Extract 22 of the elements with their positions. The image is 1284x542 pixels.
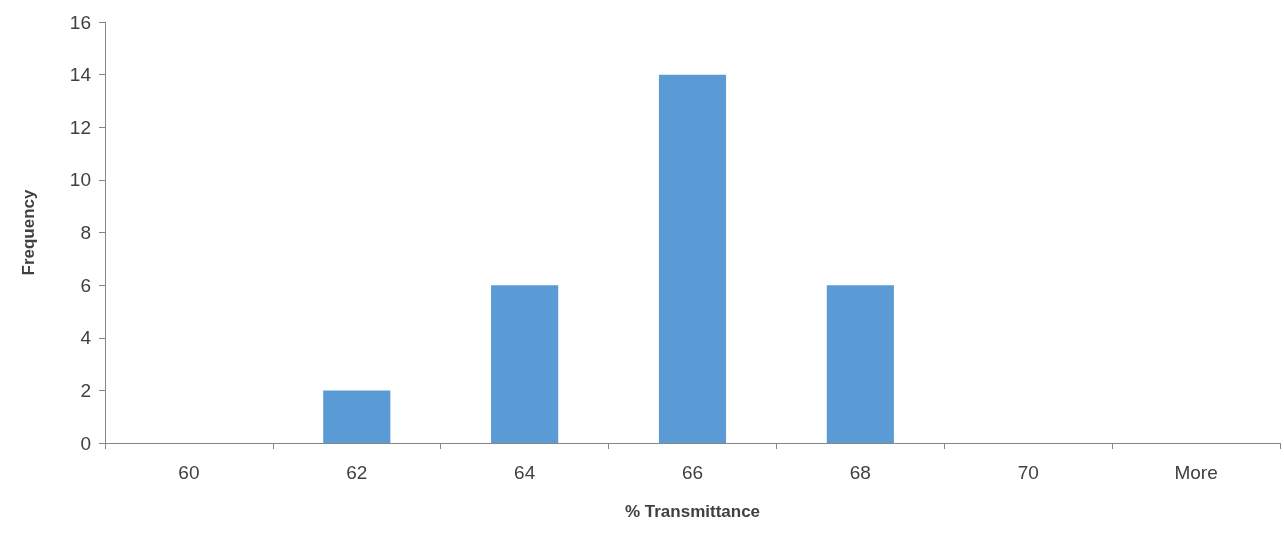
x-tick-label: More bbox=[1174, 462, 1218, 483]
y-tick-label: 0 bbox=[80, 432, 91, 454]
x-tick-label: 68 bbox=[849, 462, 871, 483]
y-tick-label: 14 bbox=[69, 64, 92, 86]
y-tick-label: 12 bbox=[69, 116, 91, 138]
bar bbox=[323, 390, 391, 443]
bar bbox=[491, 285, 559, 443]
x-tick-label: 66 bbox=[681, 462, 704, 483]
y-axis-title: Frequency bbox=[19, 188, 38, 276]
x-tick-label: 70 bbox=[1017, 462, 1039, 483]
x-tick-label: 62 bbox=[346, 462, 368, 483]
y-tick-label: 10 bbox=[69, 169, 91, 191]
bar bbox=[826, 285, 894, 443]
y-tick-label: 2 bbox=[80, 379, 91, 401]
y-tick-label: 4 bbox=[80, 327, 92, 349]
x-tick-label: 64 bbox=[514, 462, 536, 483]
bar bbox=[658, 74, 727, 443]
x-axis-title: % Transmittance bbox=[624, 502, 761, 521]
y-tick-label: 16 bbox=[69, 11, 91, 33]
y-tick-label: 6 bbox=[80, 274, 91, 296]
x-tick-label: 60 bbox=[178, 462, 200, 483]
y-tick-label: 8 bbox=[80, 222, 91, 243]
